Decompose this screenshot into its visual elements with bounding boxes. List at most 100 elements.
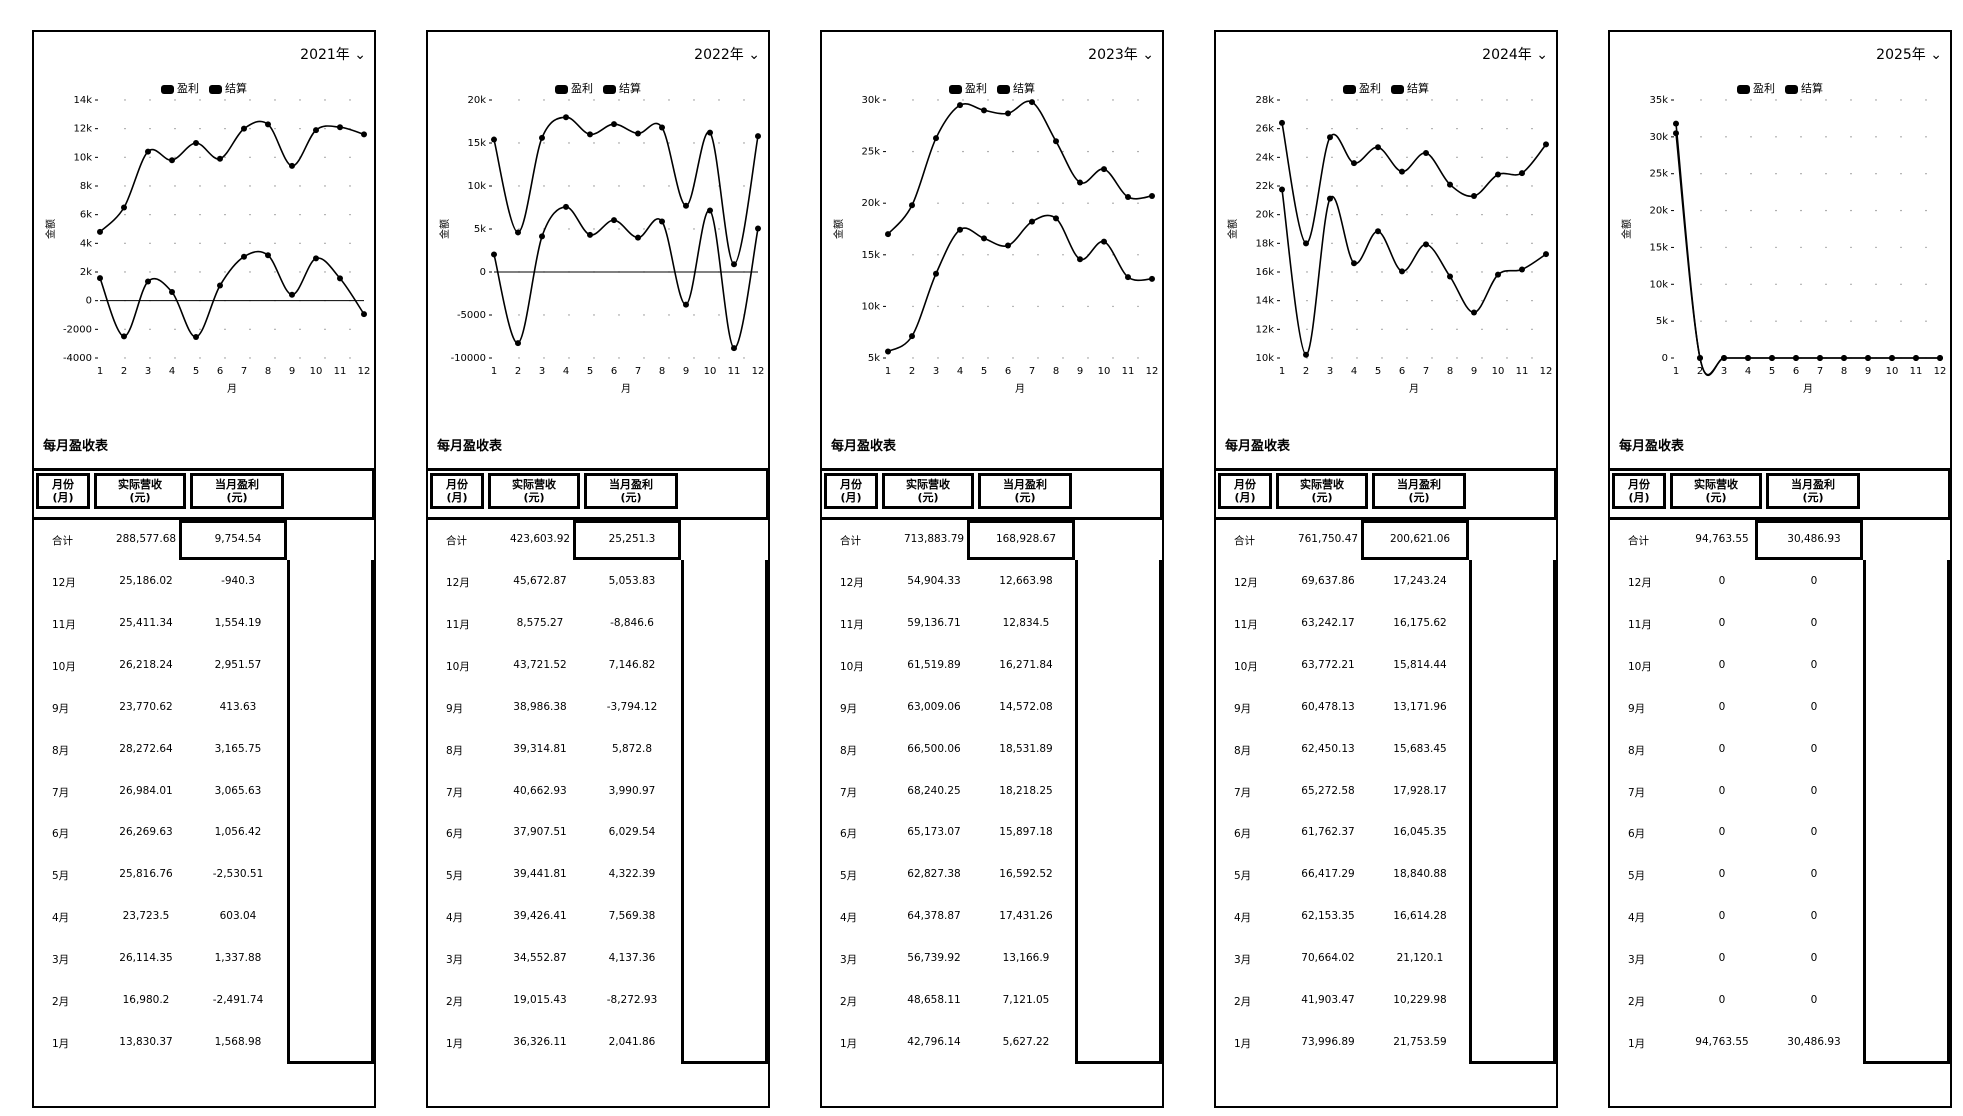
table-row[interactable]: 7月 0 0 <box>1610 772 1870 814</box>
table-row[interactable]: 1月 73,996.89 21,753.59 <box>1216 1023 1476 1065</box>
legend-item-profit[interactable]: 盈利 <box>1737 80 1775 96</box>
data-point[interactable] <box>1865 355 1871 361</box>
table-row[interactable]: 4月 62,153.35 16,614.28 <box>1216 897 1476 939</box>
data-point[interactable] <box>1077 256 1083 263</box>
table-row[interactable]: 7月 26,984.01 3,065.63 <box>34 772 294 814</box>
table-row[interactable]: 11月 0 0 <box>1610 604 1870 646</box>
data-point[interactable] <box>1149 192 1155 199</box>
table-row[interactable]: 1月 36,326.11 2,041.86 <box>428 1023 688 1065</box>
total-row[interactable]: 合计 423,603.92 25,251.3 <box>428 520 688 562</box>
data-point[interactable] <box>1841 355 1847 361</box>
data-point[interactable] <box>1471 193 1477 200</box>
table-row[interactable]: 9月 0 0 <box>1610 688 1870 730</box>
data-point[interactable] <box>731 345 737 352</box>
legend-item-settle[interactable]: 结算 <box>1391 80 1429 96</box>
data-point[interactable] <box>1471 309 1477 316</box>
data-point[interactable] <box>1399 168 1405 175</box>
data-point[interactable] <box>265 252 271 259</box>
year-select[interactable]: 2022年 ⌄ <box>694 44 760 64</box>
column-header-revenue[interactable]: 实际营收 (元) <box>94 473 186 509</box>
data-point[interactable] <box>909 333 915 340</box>
data-point[interactable] <box>121 204 127 211</box>
data-point[interactable] <box>1889 355 1895 361</box>
data-point[interactable] <box>169 157 175 164</box>
table-row[interactable]: 8月 62,450.13 15,683.45 <box>1216 730 1476 772</box>
table-row[interactable]: 10月 0 0 <box>1610 646 1870 688</box>
table-row[interactable]: 11月 59,136.71 12,834.5 <box>822 604 1082 646</box>
data-point[interactable] <box>193 333 199 340</box>
table-row[interactable]: 7月 68,240.25 18,218.25 <box>822 772 1082 814</box>
table-row[interactable]: 6月 37,907.51 6,029.54 <box>428 813 688 855</box>
table-row[interactable]: 4月 39,426.41 7,569.38 <box>428 897 688 939</box>
data-point[interactable] <box>563 114 569 121</box>
data-point[interactable] <box>1399 268 1405 275</box>
data-point[interactable] <box>635 130 641 137</box>
data-point[interactable] <box>1149 275 1155 282</box>
total-row[interactable]: 合计 94,763.55 30,486.93 <box>1610 520 1870 562</box>
year-select[interactable]: 2025年 ⌄ <box>1876 44 1942 64</box>
data-point[interactable] <box>217 282 223 289</box>
legend-item-profit[interactable]: 盈利 <box>161 80 199 96</box>
data-point[interactable] <box>1543 251 1549 258</box>
data-point[interactable] <box>659 218 665 225</box>
table-row[interactable]: 12月 25,186.02 -940.3 <box>34 562 294 604</box>
table-row[interactable]: 12月 54,904.33 12,663.98 <box>822 562 1082 604</box>
table-row[interactable]: 6月 65,173.07 15,897.18 <box>822 813 1082 855</box>
data-point[interactable] <box>1519 266 1525 273</box>
data-point[interactable] <box>885 231 891 238</box>
data-point[interactable] <box>1817 355 1823 361</box>
data-point[interactable] <box>539 134 545 141</box>
table-row[interactable]: 5月 39,441.81 4,322.39 <box>428 855 688 897</box>
table-row[interactable]: 5月 0 0 <box>1610 855 1870 897</box>
table-row[interactable]: 8月 28,272.64 3,165.75 <box>34 730 294 772</box>
data-point[interactable] <box>1351 260 1357 267</box>
table-row[interactable]: 8月 0 0 <box>1610 730 1870 772</box>
data-point[interactable] <box>313 255 319 262</box>
table-row[interactable]: 10月 63,772.21 15,814.44 <box>1216 646 1476 688</box>
table-row[interactable]: 5月 62,827.38 16,592.52 <box>822 855 1082 897</box>
data-point[interactable] <box>933 135 939 142</box>
total-row[interactable]: 合计 713,883.79 168,928.67 <box>822 520 1082 562</box>
column-header-revenue[interactable]: 实际营收 (元) <box>1670 473 1762 509</box>
data-point[interactable] <box>265 121 271 128</box>
data-point[interactable] <box>1793 355 1799 361</box>
table-row[interactable]: 1月 42,796.14 5,627.22 <box>822 1023 1082 1065</box>
data-point[interactable] <box>1101 238 1107 245</box>
column-header-profit[interactable]: 当月盈利 (元) <box>1766 473 1860 509</box>
legend-item-settle[interactable]: 结算 <box>603 80 641 96</box>
column-header-month[interactable]: 月份 (月) <box>824 473 878 509</box>
data-point[interactable] <box>731 261 737 268</box>
data-point[interactable] <box>1913 355 1919 361</box>
data-point[interactable] <box>1721 355 1727 361</box>
data-point[interactable] <box>1029 218 1035 225</box>
total-row[interactable]: 合计 288,577.68 9,754.54 <box>34 520 294 562</box>
data-point[interactable] <box>337 124 343 131</box>
table-row[interactable]: 4月 23,723.5 603.04 <box>34 897 294 939</box>
table-row[interactable]: 2月 48,658.11 7,121.05 <box>822 981 1082 1023</box>
data-point[interactable] <box>1279 119 1285 126</box>
data-point[interactable] <box>1327 195 1333 202</box>
column-header-month[interactable]: 月份 (月) <box>36 473 90 509</box>
data-point[interactable] <box>1447 181 1453 188</box>
data-point[interactable] <box>635 234 641 241</box>
data-point[interactable] <box>1303 351 1309 358</box>
column-header-profit[interactable]: 当月盈利 (元) <box>190 473 284 509</box>
data-point[interactable] <box>1673 120 1679 127</box>
table-row[interactable]: 3月 56,739.92 13,166.9 <box>822 939 1082 981</box>
table-row[interactable]: 3月 0 0 <box>1610 939 1870 981</box>
table-row[interactable]: 2月 41,903.47 10,229.98 <box>1216 981 1476 1023</box>
data-point[interactable] <box>361 131 367 138</box>
data-point[interactable] <box>289 162 295 169</box>
legend-item-profit[interactable]: 盈利 <box>555 80 593 96</box>
data-point[interactable] <box>1543 141 1549 148</box>
table-row[interactable]: 11月 8,575.27 -8,846.6 <box>428 604 688 646</box>
data-point[interactable] <box>1303 240 1309 247</box>
data-point[interactable] <box>1697 355 1703 361</box>
table-row[interactable]: 12月 45,672.87 5,053.83 <box>428 562 688 604</box>
column-header-month[interactable]: 月份 (月) <box>430 473 484 509</box>
year-select[interactable]: 2023年 ⌄ <box>1088 44 1154 64</box>
column-header-month[interactable]: 月份 (月) <box>1612 473 1666 509</box>
data-point[interactable] <box>1423 241 1429 248</box>
data-point[interactable] <box>707 207 713 214</box>
table-row[interactable]: 8月 66,500.06 18,531.89 <box>822 730 1082 772</box>
